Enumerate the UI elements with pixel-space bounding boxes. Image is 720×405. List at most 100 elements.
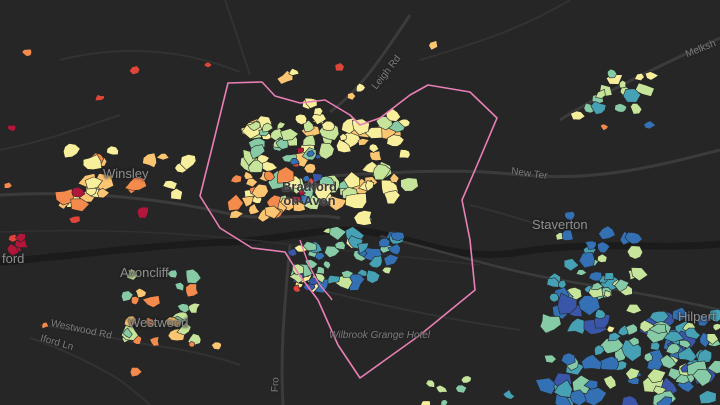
zone [581, 354, 602, 370]
zone [606, 325, 616, 333]
zone [707, 308, 720, 323]
zone [294, 113, 308, 125]
zone [292, 284, 302, 293]
zone [383, 190, 401, 205]
zone [634, 82, 655, 97]
zone [188, 341, 195, 348]
zone [166, 269, 178, 279]
zone [335, 138, 352, 154]
zone [298, 189, 306, 196]
zone [621, 339, 642, 362]
zone [306, 150, 315, 158]
zone [300, 195, 310, 205]
zone [625, 323, 638, 336]
zone [578, 252, 595, 269]
zone [264, 205, 282, 220]
zone [174, 281, 185, 292]
zone [588, 271, 603, 282]
zone [590, 100, 607, 115]
zone [328, 195, 348, 212]
zone [599, 123, 609, 131]
zone [546, 277, 560, 288]
zone [712, 323, 720, 332]
zone [389, 172, 400, 184]
zone [82, 154, 103, 171]
zone [144, 317, 157, 327]
zone [263, 170, 276, 181]
zone [203, 61, 213, 69]
zone [41, 321, 49, 330]
zone [321, 120, 335, 132]
zone [625, 303, 643, 315]
zone [241, 195, 254, 208]
zone [123, 315, 137, 328]
zone [594, 344, 605, 356]
zone [435, 384, 448, 394]
zone [126, 268, 139, 281]
town-boundary [199, 81, 498, 379]
road-melksham [559, 36, 720, 122]
zone [162, 180, 178, 190]
zone [597, 253, 608, 263]
zone [303, 162, 317, 174]
zone [344, 193, 367, 209]
zone [368, 143, 380, 153]
zone [248, 203, 260, 215]
zone [249, 144, 266, 160]
zone [129, 367, 143, 378]
zone [590, 281, 604, 291]
road-frome [280, 244, 292, 405]
zone [251, 183, 269, 199]
zone [595, 88, 606, 99]
zone [7, 124, 17, 132]
zone [141, 295, 161, 308]
zone [165, 316, 181, 328]
zone [292, 263, 304, 276]
road-north-3 [419, 0, 571, 61]
zone [357, 242, 370, 255]
zone [653, 385, 667, 395]
zone [667, 367, 681, 381]
zone [339, 133, 347, 141]
zone [656, 396, 672, 405]
zone [357, 138, 370, 146]
zone [368, 255, 383, 269]
zone [314, 183, 333, 201]
zone [71, 186, 86, 198]
road-west-1 [0, 114, 121, 151]
zone [297, 147, 305, 154]
zone [607, 68, 618, 79]
zone [604, 272, 615, 281]
zone [62, 143, 81, 159]
zone [309, 276, 320, 286]
zone [706, 333, 719, 345]
zone [535, 377, 558, 395]
zone [440, 399, 449, 405]
zone [246, 120, 261, 132]
zone [603, 374, 617, 390]
zone [21, 48, 33, 57]
zone [355, 82, 366, 93]
road-iford-ln [29, 337, 151, 405]
zone [398, 149, 411, 159]
zone [84, 176, 103, 190]
zone [149, 336, 160, 347]
zone [120, 290, 134, 302]
zone [314, 252, 326, 261]
zone [679, 339, 692, 349]
zone [185, 268, 202, 284]
road-rail [0, 229, 481, 266]
zone [560, 352, 576, 366]
zone [397, 118, 411, 128]
zone [630, 267, 649, 282]
zone [671, 307, 690, 322]
zone [607, 331, 622, 342]
zone [106, 145, 119, 156]
zone [390, 231, 405, 242]
zone [646, 368, 667, 384]
zone [387, 243, 401, 256]
zone [594, 308, 606, 320]
zone [176, 321, 192, 336]
